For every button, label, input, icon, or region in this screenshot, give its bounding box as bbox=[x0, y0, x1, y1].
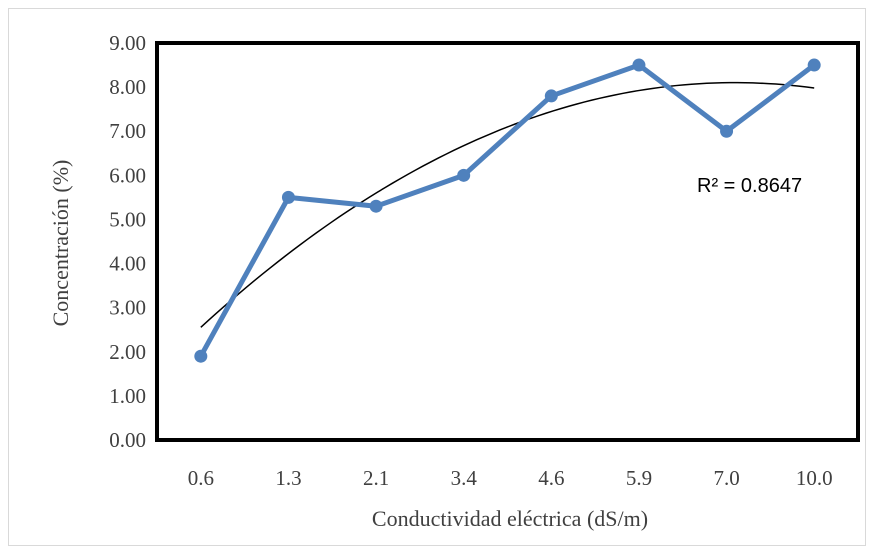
x-tick-label: 0.6 bbox=[188, 466, 214, 490]
data-point bbox=[281, 190, 295, 204]
r-squared-label: R² = 0.8647 bbox=[697, 175, 802, 197]
series-line bbox=[198, 62, 816, 358]
data-point bbox=[807, 58, 821, 72]
y-tick-label: 4.00 bbox=[109, 252, 146, 276]
data-point bbox=[369, 199, 383, 213]
x-axis-title: Conductividad eléctrica (dS/m) bbox=[372, 506, 648, 531]
data-point bbox=[720, 124, 734, 138]
y-axis: 0.00 1.00 2.00 3.00 4.00 5.00 6.00 7.00 8.00 9.00 bbox=[109, 31, 146, 452]
x-tick-label: 4.6 bbox=[538, 466, 564, 490]
y-tick-label: 8.00 bbox=[109, 75, 146, 99]
x-tick-label: 1.3 bbox=[275, 466, 301, 490]
y-tick-label: 3.00 bbox=[109, 296, 146, 320]
y-tick-label: 0.00 bbox=[109, 428, 146, 452]
data-markers bbox=[194, 58, 821, 363]
data-point bbox=[457, 168, 471, 182]
data-point bbox=[632, 58, 646, 72]
x-tick-label: 2.1 bbox=[363, 466, 389, 490]
y-tick-label: 6.00 bbox=[109, 163, 146, 187]
trendline bbox=[200, 81, 815, 328]
x-axis: 0.6 1.3 2.1 3.4 4.6 5.9 7.0 10.0 bbox=[188, 466, 833, 490]
chart-border bbox=[8, 8, 866, 546]
y-tick-label: 1.00 bbox=[109, 384, 146, 408]
y-axis-title: Concentración (%) bbox=[48, 160, 73, 327]
y-tick-label: 5.00 bbox=[109, 207, 146, 231]
data-point bbox=[544, 89, 558, 103]
x-tick-label: 3.4 bbox=[451, 466, 478, 490]
x-tick-label: 7.0 bbox=[713, 466, 739, 490]
x-tick-label: 5.9 bbox=[626, 466, 652, 490]
data-point bbox=[194, 349, 208, 363]
y-tick-label: 7.00 bbox=[109, 119, 146, 143]
x-tick-label: 10.0 bbox=[796, 466, 833, 490]
plot-area bbox=[155, 41, 860, 442]
y-tick-label: 2.00 bbox=[109, 340, 146, 364]
y-tick-label: 9.00 bbox=[109, 31, 146, 55]
